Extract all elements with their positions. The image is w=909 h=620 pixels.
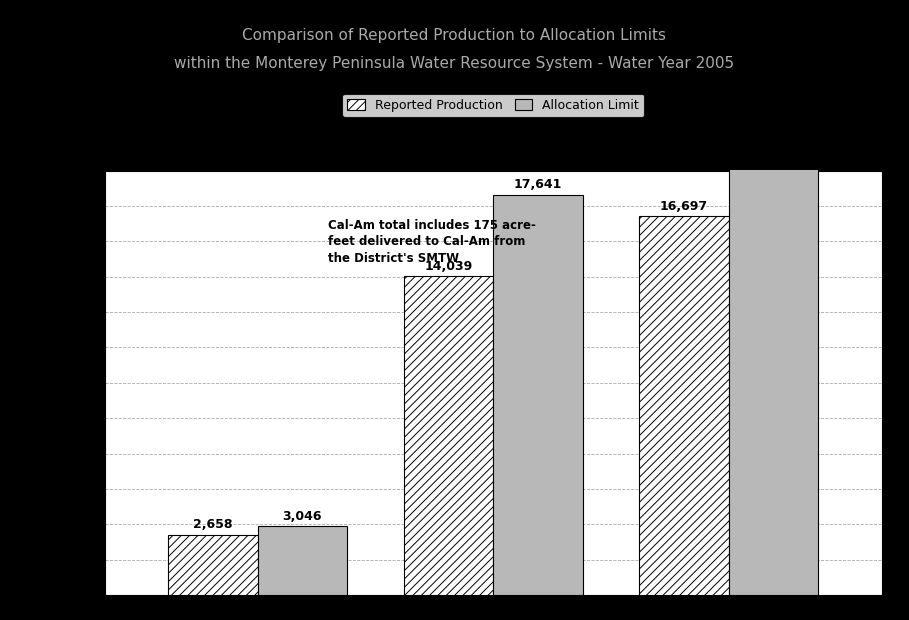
Text: 14,039: 14,039 (425, 260, 473, 273)
Legend: Reported Production, Allocation Limit: Reported Production, Allocation Limit (342, 94, 644, 117)
Bar (168, 535, 257, 595)
Bar (493, 195, 583, 595)
Text: 16,697: 16,697 (660, 200, 708, 213)
Bar (257, 526, 347, 595)
Text: 2,658: 2,658 (193, 518, 233, 531)
Text: Comparison of Reported Production to Allocation Limits: Comparison of Reported Production to All… (243, 28, 666, 43)
Text: within the Monterey Peninsula Water Resource System - Water Year 2005: within the Monterey Peninsula Water Reso… (175, 56, 734, 71)
Bar (639, 216, 729, 595)
Bar (404, 277, 493, 595)
Text: Cal-Am total includes 175 acre-
feet delivered to Cal-Am from
the District's SMT: Cal-Am total includes 175 acre- feet del… (328, 219, 536, 265)
Bar (729, 146, 818, 595)
Text: 17,641: 17,641 (514, 178, 562, 191)
Text: 3,046: 3,046 (283, 510, 322, 523)
